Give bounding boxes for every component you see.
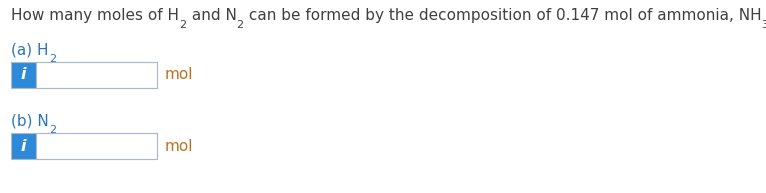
Text: 2: 2 — [179, 20, 187, 30]
Text: mol: mol — [165, 139, 193, 154]
FancyBboxPatch shape — [36, 133, 157, 159]
Text: mol: mol — [165, 67, 193, 82]
Text: 3: 3 — [761, 20, 766, 30]
FancyBboxPatch shape — [36, 62, 157, 88]
Text: 2: 2 — [49, 54, 56, 64]
Text: 2: 2 — [49, 125, 57, 135]
Text: (a) H: (a) H — [11, 42, 49, 57]
FancyBboxPatch shape — [11, 62, 36, 88]
FancyBboxPatch shape — [11, 133, 36, 159]
Text: can be formed by the decomposition of 0.147 mol of ammonia, NH: can be formed by the decomposition of 0.… — [244, 8, 761, 23]
Text: and N: and N — [187, 8, 237, 23]
Text: i: i — [21, 139, 27, 154]
Text: 2: 2 — [237, 20, 244, 30]
Text: i: i — [21, 67, 27, 82]
Text: (b) N: (b) N — [11, 113, 49, 129]
Text: How many moles of H: How many moles of H — [11, 8, 179, 23]
